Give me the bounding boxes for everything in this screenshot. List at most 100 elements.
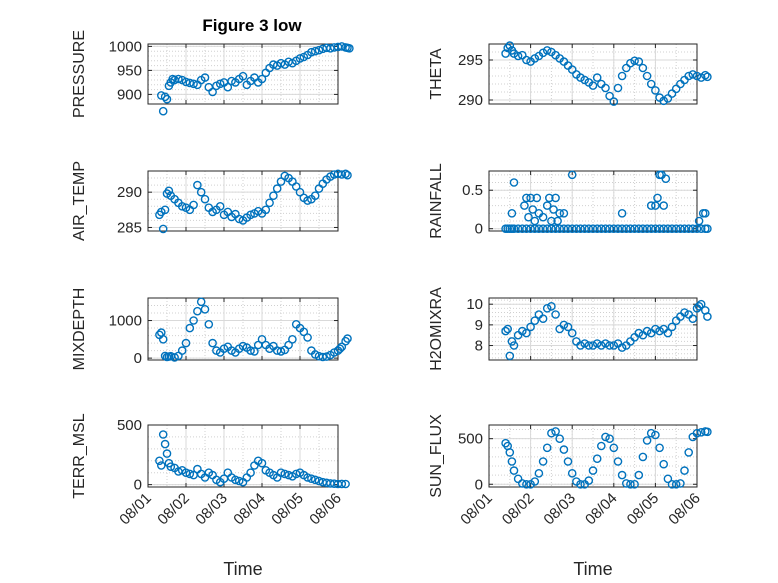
- data-point: [189, 316, 198, 325]
- data-point: [257, 334, 267, 344]
- data-point: [576, 479, 585, 489]
- data-point: [634, 470, 644, 480]
- y-tick-label: 900: [117, 86, 142, 103]
- data-point: [567, 328, 577, 338]
- data-point: [542, 201, 552, 210]
- data-point: [174, 74, 183, 84]
- data-point: [609, 97, 619, 106]
- y-axis-label: PRESSURE: [71, 30, 88, 118]
- data-point: [238, 341, 248, 351]
- y-tick-label: 295: [458, 52, 483, 69]
- data-point: [231, 475, 240, 485]
- data-point: [592, 73, 602, 82]
- data-point: [630, 479, 639, 489]
- panel-rainfall: 0 0.5 RAINFALL: [428, 163, 712, 239]
- data-point: [605, 224, 614, 233]
- data-point: [181, 338, 191, 348]
- data-point: [634, 224, 644, 233]
- data-series: [156, 42, 354, 116]
- data-point: [551, 427, 560, 436]
- data-point: [501, 326, 510, 336]
- data-series: [501, 427, 712, 489]
- data-point: [542, 46, 552, 55]
- data-point: [559, 208, 569, 218]
- data-point: [337, 42, 347, 51]
- data-point: [605, 341, 614, 350]
- data-point: [158, 224, 168, 234]
- data-point: [676, 224, 685, 233]
- data-point: [646, 201, 656, 210]
- data-point: [162, 449, 172, 458]
- y-axis-label: RAINFALL: [428, 163, 445, 239]
- data-point: [156, 91, 166, 100]
- data-point: [341, 479, 350, 489]
- data-point: [507, 337, 517, 346]
- data-point: [246, 468, 255, 478]
- y-tick-label: 0: [134, 350, 142, 367]
- data-point: [567, 468, 577, 478]
- data-point: [609, 443, 619, 453]
- panel-theta: 290 295 THETA: [428, 41, 712, 109]
- data-point: [684, 448, 694, 457]
- data-point: [542, 443, 552, 453]
- figure-title: Figure 3 low: [202, 16, 302, 35]
- data-point: [526, 193, 535, 203]
- data-series: [501, 41, 712, 106]
- data-point: [694, 301, 704, 311]
- data-point: [597, 224, 606, 233]
- data-point: [513, 51, 523, 61]
- data-point: [518, 326, 527, 336]
- data-point: [538, 457, 548, 466]
- data-point: [162, 94, 172, 104]
- data-point: [588, 341, 598, 350]
- data-point: [667, 89, 677, 98]
- data-point: [526, 224, 535, 233]
- data-point: [299, 327, 309, 337]
- data-point: [322, 352, 331, 361]
- data-point: [155, 456, 164, 466]
- data-point: [261, 205, 271, 215]
- x-axis-label: Time: [573, 559, 612, 579]
- data-point: [310, 191, 320, 200]
- data-point: [680, 224, 689, 233]
- data-point: [659, 459, 669, 469]
- data-point: [642, 71, 652, 81]
- data-point: [671, 479, 681, 489]
- data-point: [189, 79, 198, 89]
- data-point: [164, 186, 174, 196]
- data-point: [170, 353, 179, 362]
- data-point: [518, 479, 527, 488]
- data-point: [663, 474, 673, 484]
- data-point: [688, 70, 698, 79]
- y-tick-label: 0: [475, 476, 483, 493]
- data-point: [588, 81, 598, 90]
- data-point: [572, 224, 581, 233]
- panel-pressure: 900 950 1000 PRESSURE: [71, 30, 354, 118]
- data-point: [185, 469, 195, 479]
- data-point: [343, 170, 352, 180]
- data-point: [530, 477, 540, 486]
- data-point: [555, 208, 565, 218]
- data-point: [609, 341, 619, 350]
- y-axis-label: TERR_MSL: [71, 413, 88, 498]
- data-series: [155, 169, 352, 234]
- data-point: [345, 44, 354, 53]
- y-tick-label: 9: [475, 317, 483, 334]
- data-point: [617, 71, 627, 81]
- y-tick-label: 285: [117, 219, 142, 236]
- data-point: [659, 96, 669, 106]
- data-point: [659, 201, 669, 210]
- data-point: [696, 299, 706, 309]
- data-point: [538, 224, 548, 233]
- data-point: [276, 347, 286, 356]
- data-point: [208, 87, 217, 97]
- data-point: [524, 212, 533, 222]
- data-point: [337, 479, 347, 489]
- data-point: [703, 312, 712, 321]
- data-point: [518, 224, 527, 233]
- data-point: [655, 326, 664, 336]
- data-point: [505, 41, 515, 50]
- data-point: [547, 216, 556, 226]
- y-tick-label: 0: [134, 477, 142, 494]
